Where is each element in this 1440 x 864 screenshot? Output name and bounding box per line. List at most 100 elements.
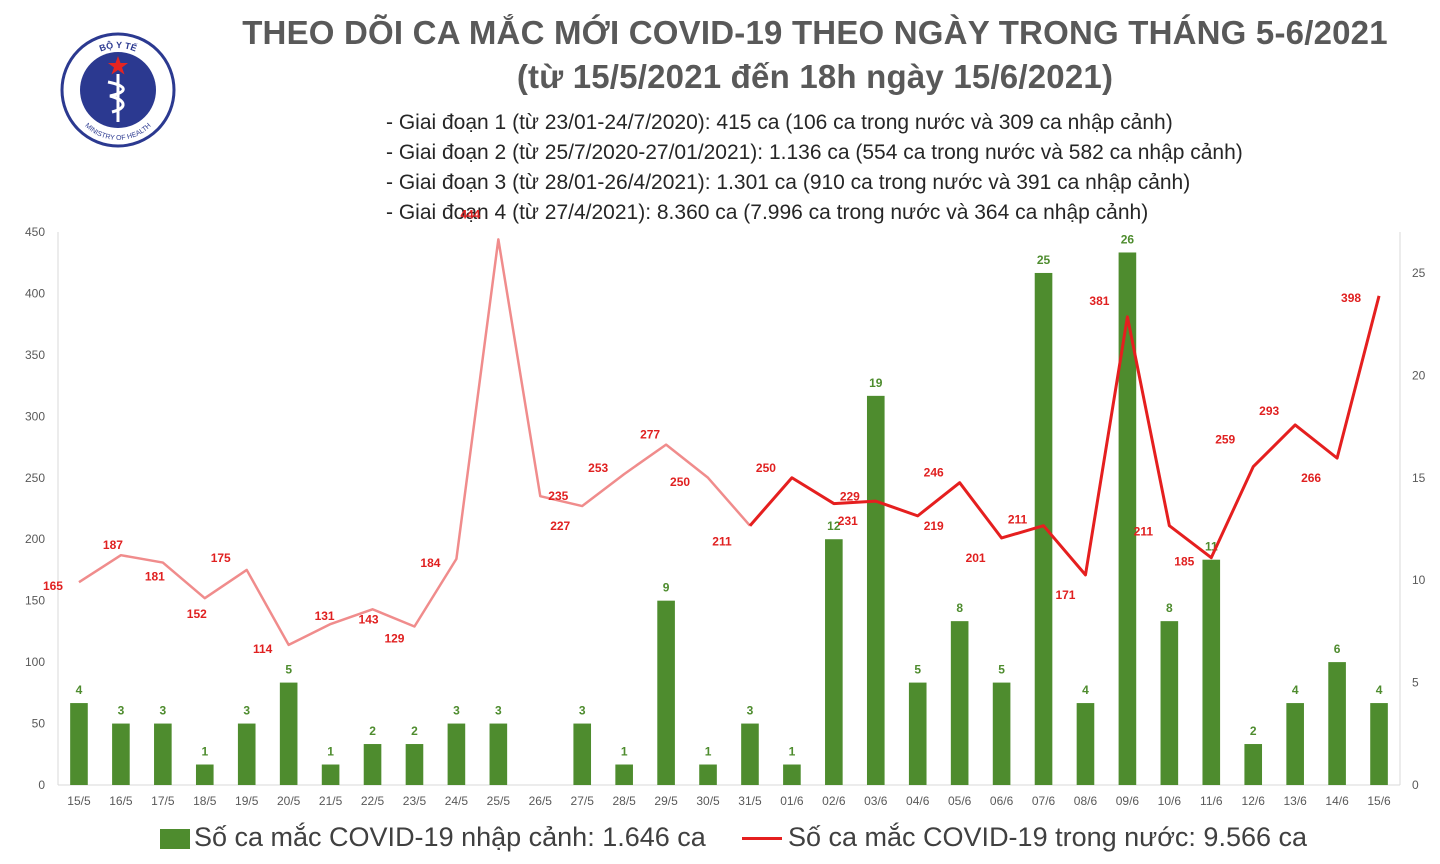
line-data-label: 293	[1259, 404, 1279, 418]
x-tick-label: 26/5	[529, 794, 553, 808]
bar	[1370, 703, 1388, 785]
y-right-tick-label: 10	[1412, 573, 1426, 587]
bar	[195, 764, 214, 785]
x-tick-label: 06/6	[990, 794, 1014, 808]
line-data-label: 114	[253, 642, 273, 656]
x-tick-label: 29/5	[654, 794, 678, 808]
y-left-tick-label: 400	[25, 286, 45, 300]
bar	[699, 764, 717, 785]
legend-bars: Số ca mắc COVID-19 nhập cảnh: 1.646 ca	[160, 822, 706, 853]
bar	[447, 723, 466, 785]
bar	[154, 723, 172, 785]
phase-3: - Giai đoạn 3 (từ 28/01-26/4/2021): 1.30…	[386, 171, 1191, 194]
x-tick-label: 02/6	[822, 794, 846, 808]
bar-data-label: 2	[369, 724, 376, 738]
bar	[741, 723, 759, 785]
y-left-tick-label: 50	[32, 717, 46, 731]
bar-data-label: 3	[118, 704, 125, 718]
bar-data-label: 1	[327, 745, 334, 759]
svg-text:BỘ Y TẾ: BỘ Y TẾ	[98, 39, 138, 53]
bar	[866, 395, 885, 785]
y-right-tick-label: 5	[1412, 676, 1419, 690]
line-data-label: 219	[924, 519, 944, 533]
line-data-label: 187	[103, 538, 123, 552]
line-data-label: 277	[640, 428, 660, 442]
x-tick-label: 23/5	[403, 794, 427, 808]
legend-line: Số ca mắc COVID-19 trong nước: 9.566 ca	[742, 822, 1307, 853]
bar-data-label: 3	[747, 704, 754, 718]
ministry-logo: BỘ Y TẾ MINISTRY OF HEALTH	[58, 30, 178, 155]
x-tick-label: 01/6	[780, 794, 804, 808]
line-data-label: 143	[359, 612, 379, 626]
x-tick-label: 20/5	[277, 794, 301, 808]
bar-data-label: 1	[789, 745, 796, 759]
bar-data-label: 1	[705, 745, 712, 759]
x-tick-label: 19/5	[235, 794, 259, 808]
bar	[237, 723, 256, 785]
bar-data-label: 5	[998, 663, 1005, 677]
x-tick-label: 11/6	[1200, 794, 1223, 808]
line-data-label: 235	[548, 489, 568, 503]
y-right-tick-label: 25	[1412, 266, 1426, 280]
x-tick-label: 16/5	[109, 794, 133, 808]
bar-data-label: 3	[453, 704, 460, 718]
phase-summary: - Giai đoạn 1 (từ 23/01-24/7/2020): 415 …	[386, 108, 1243, 228]
x-tick-label: 10/6	[1158, 794, 1182, 808]
x-tick-label: 14/6	[1325, 794, 1349, 808]
x-tick-label: 21/5	[319, 794, 343, 808]
legend-bar-swatch	[160, 828, 190, 849]
y-left-tick-label: 350	[25, 348, 45, 362]
y-left-tick-label: 0	[38, 778, 45, 792]
phase-2: - Giai đoạn 2 (từ 25/7/2020-27/01/2021):…	[386, 141, 1243, 164]
line-data-label: 129	[384, 631, 404, 645]
bar	[1076, 703, 1095, 785]
bar-data-label: 8	[1166, 601, 1173, 615]
y-left-tick-label: 100	[25, 655, 45, 669]
x-tick-label: 15/6	[1367, 794, 1391, 808]
bar	[573, 723, 592, 785]
bar	[70, 703, 88, 785]
bar	[279, 682, 298, 785]
x-tick-label: 22/5	[361, 794, 385, 808]
bar-data-label: 2	[1250, 724, 1257, 738]
bar-data-label: 19	[869, 376, 883, 390]
logo-top-text: BỘ Y TẾ	[98, 39, 138, 53]
line-data-label: 131	[315, 609, 335, 623]
y-right-tick-label: 0	[1412, 778, 1419, 792]
y-left-tick-label: 300	[25, 409, 45, 423]
bar	[908, 682, 927, 785]
bar-data-label: 1	[621, 745, 628, 759]
bar	[615, 764, 633, 785]
legend-bars-label: Số ca mắc COVID-19 nhập cảnh: 1.646 ca	[194, 822, 706, 852]
y-left-tick-label: 450	[25, 225, 45, 239]
line-data-label: 185	[1174, 555, 1194, 569]
x-tick-label: 08/6	[1074, 794, 1098, 808]
bar-data-label: 5	[914, 663, 921, 677]
bar	[1160, 621, 1179, 785]
x-tick-label: 03/6	[864, 794, 888, 808]
line-data-label: 259	[1215, 433, 1235, 447]
phase-1: - Giai đoạn 1 (từ 23/01-24/7/2020): 415 …	[386, 111, 1173, 134]
chart-subtitle: (từ 15/5/2021 đến 18h ngày 15/6/2021)	[516, 58, 1114, 95]
x-tick-label: 09/6	[1116, 794, 1140, 808]
y-right-tick-label: 20	[1412, 368, 1426, 382]
x-tick-label: 07/6	[1032, 794, 1056, 808]
line-data-label: 201	[966, 551, 986, 565]
x-tick-label: 15/5	[67, 794, 91, 808]
bar	[1118, 252, 1137, 786]
bar	[1202, 559, 1221, 785]
line-data-label: 175	[211, 551, 231, 565]
x-tick-label: 30/5	[696, 794, 720, 808]
x-tick-label: 31/5	[738, 794, 762, 808]
bar-data-label: 5	[285, 663, 292, 677]
bar	[405, 744, 424, 785]
bar-data-label: 25	[1037, 253, 1051, 267]
legend-line-label: Số ca mắc COVID-19 trong nước: 9.566 ca	[788, 822, 1308, 852]
bar-data-label: 9	[663, 581, 670, 595]
bar	[825, 539, 843, 785]
line-data-label: 444	[460, 207, 480, 221]
line-data-label: 211	[1134, 525, 1154, 539]
line-data-label: 250	[670, 475, 690, 489]
bar-data-label: 4	[1082, 683, 1089, 697]
